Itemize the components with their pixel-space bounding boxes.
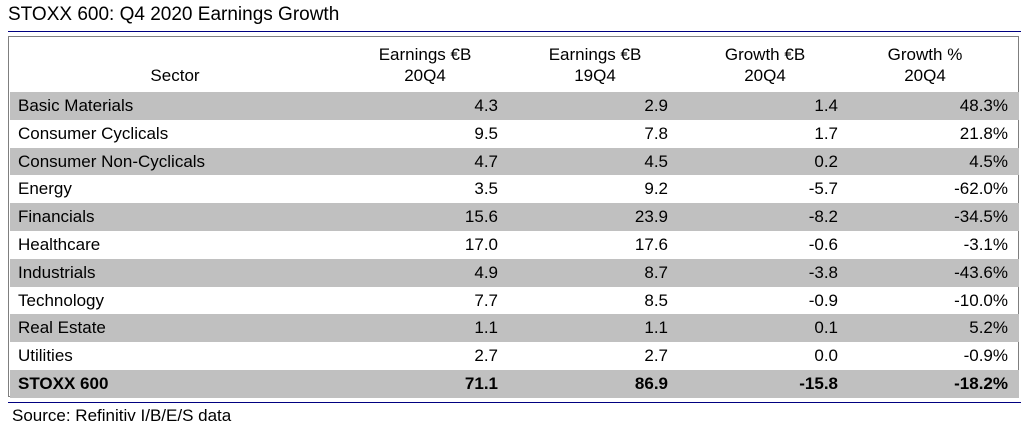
header-sector-label: Sector	[150, 66, 200, 85]
cell-sector: Financials	[18, 207, 95, 227]
cell-growth-eur: -5.7	[808, 179, 838, 199]
source-rule	[8, 402, 1021, 403]
header-growth-eur-line2: 20Q4	[744, 66, 786, 85]
cell-sector: STOXX 600	[18, 373, 109, 393]
cell-earnings-19q4: 9.2	[644, 179, 668, 199]
cell-growth-pct: 5.2%	[969, 318, 1008, 338]
cell-earnings-19q4: 4.5	[644, 151, 668, 171]
cell-earnings-19q4: 8.7	[644, 262, 668, 282]
cell-growth-pct: -3.1%	[963, 234, 1008, 254]
cell-earnings-20q4: 4.7	[474, 151, 498, 171]
source-note: Source: Refinitiv I/B/E/S data	[12, 406, 232, 425]
cell-earnings-20q4: 9.5	[474, 123, 498, 143]
cell-growth-eur: -8.2	[808, 207, 838, 227]
cell-growth-pct: -10.0%	[954, 290, 1008, 310]
header-growth-eur-line1: Growth €B	[724, 45, 806, 64]
header-earnings-20q4-line2: 20Q4	[404, 66, 446, 85]
header-earnings-20q4: Earnings €B 20Q4	[355, 44, 495, 86]
table-row-total: STOXX 600 71.1 86.9 -15.8 -18.2%	[10, 369, 1019, 398]
cell-earnings-20q4: 2.7	[474, 346, 498, 366]
cell-growth-eur: -15.8	[799, 373, 838, 393]
cell-growth-eur: -3.8	[808, 262, 838, 282]
cell-sector: Industrials	[18, 262, 96, 282]
header-earnings-20q4-line1: Earnings €B	[378, 45, 472, 64]
cell-earnings-20q4: 1.1	[474, 318, 498, 338]
cell-earnings-19q4: 8.5	[644, 290, 668, 310]
header-growth-pct-line2: 20Q4	[904, 66, 946, 85]
table-body: Basic Materials 4.3 2.9 1.4 48.3% Consum…	[10, 92, 1019, 398]
table-row: Consumer Cyclicals 9.5 7.8 1.7 21.8%	[10, 120, 1019, 148]
cell-sector: Healthcare	[18, 234, 101, 254]
cell-growth-eur: 0.2	[814, 151, 838, 171]
header-earnings-19q4: Earnings €B 19Q4	[525, 44, 665, 86]
header-earnings-19q4-line2: 19Q4	[574, 66, 616, 85]
cell-earnings-20q4: 7.7	[474, 290, 498, 310]
cell-growth-eur: -0.6	[808, 234, 838, 254]
table-row: Consumer Non-Cyclicals 4.7 4.5 0.2 4.5%	[10, 147, 1019, 176]
cell-earnings-20q4: 15.6	[464, 207, 498, 227]
header-sector: Sector	[100, 65, 250, 86]
header-growth-pct-line1: Growth %	[887, 45, 963, 64]
table-row: Utilities 2.7 2.7 0.0 -0.9%	[10, 342, 1019, 370]
table-row: Technology 7.7 8.5 -0.9 -10.0%	[10, 287, 1019, 315]
table-title: STOXX 600: Q4 2020 Earnings Growth	[8, 4, 340, 25]
header-growth-pct: Growth % 20Q4	[855, 44, 995, 86]
cell-growth-pct: -43.6%	[954, 262, 1008, 282]
cell-earnings-19q4: 2.9	[644, 96, 668, 115]
table-row: Healthcare 17.0 17.6 -0.6 -3.1%	[10, 231, 1019, 259]
cell-sector: Energy	[18, 179, 72, 199]
cell-sector: Technology	[18, 290, 105, 310]
cell-earnings-20q4: 71.1	[464, 373, 498, 393]
cell-growth-pct: -62.0%	[954, 179, 1008, 199]
cell-earnings-20q4: 4.3	[474, 96, 498, 115]
table-row: Energy 3.5 9.2 -5.7 -62.0%	[10, 175, 1019, 203]
cell-growth-eur: 0.0	[814, 346, 838, 366]
table-row: Real Estate 1.1 1.1 0.1 5.2%	[10, 314, 1019, 343]
cell-growth-pct: 4.5%	[969, 151, 1008, 171]
cell-earnings-20q4: 17.0	[464, 234, 498, 254]
cell-earnings-19q4: 17.6	[634, 234, 668, 254]
cell-earnings-19q4: 86.9	[634, 373, 668, 393]
cell-earnings-19q4: 23.9	[634, 207, 668, 227]
cell-growth-pct: -0.9%	[963, 346, 1008, 366]
cell-growth-eur: 1.7	[814, 123, 838, 143]
cell-sector: Basic Materials	[18, 96, 134, 115]
cell-earnings-19q4: 1.1	[644, 318, 668, 338]
cell-sector: Consumer Cyclicals	[18, 123, 169, 143]
cell-growth-eur: 0.1	[814, 318, 838, 338]
table-row: Financials 15.6 23.9 -8.2 -34.5%	[10, 203, 1019, 231]
cell-sector: Real Estate	[18, 318, 106, 338]
table-row: Industrials 4.9 8.7 -3.8 -43.6%	[10, 258, 1019, 287]
cell-growth-eur: 1.4	[814, 96, 838, 115]
cell-growth-pct: 21.8%	[959, 123, 1008, 143]
table-row: Basic Materials 4.3 2.9 1.4 48.3%	[10, 92, 1019, 120]
header-earnings-19q4-line1: Earnings €B	[548, 45, 642, 64]
cell-growth-eur: -0.9	[808, 290, 838, 310]
cell-growth-pct: -34.5%	[954, 207, 1008, 227]
cell-sector: Utilities	[18, 346, 73, 366]
cell-earnings-20q4: 4.9	[474, 262, 498, 282]
cell-earnings-19q4: 2.7	[644, 346, 668, 366]
header-growth-eur: Growth €B 20Q4	[695, 44, 835, 86]
cell-earnings-20q4: 3.5	[474, 179, 498, 199]
title-rule	[8, 31, 1021, 32]
cell-earnings-19q4: 7.8	[644, 123, 668, 143]
cell-growth-pct: -18.2%	[954, 373, 1008, 393]
cell-growth-pct: 48.3%	[959, 96, 1008, 115]
cell-sector: Consumer Non-Cyclicals	[18, 151, 206, 171]
